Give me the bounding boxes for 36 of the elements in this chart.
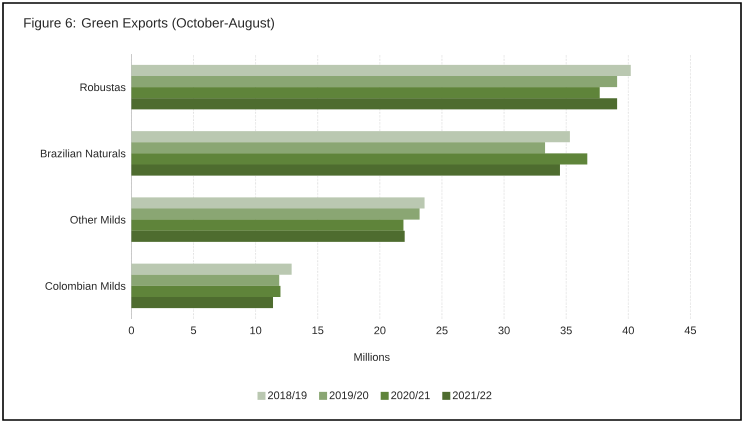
bar	[131, 64, 631, 76]
chart-title: Figure 6: Green Exports (October-August)	[24, 18, 274, 30]
legend-label: 2020/21	[391, 391, 430, 400]
y-tick-label: Robustas	[80, 83, 126, 92]
bar	[131, 153, 588, 165]
x-tick-label: 45	[684, 326, 696, 334]
bar	[131, 264, 292, 275]
bar	[131, 76, 618, 88]
bar	[131, 297, 274, 308]
legend-label: 2019/20	[330, 391, 368, 400]
x-tick-label: 10	[250, 326, 262, 334]
y-tick-label: Colombian Milds	[45, 282, 126, 290]
bar	[131, 142, 546, 154]
x-tick-label: 30	[498, 326, 510, 334]
x-tick-label: 0	[128, 326, 134, 334]
bar	[131, 220, 404, 231]
x-tick-label: 20	[374, 326, 386, 334]
bar	[131, 87, 600, 98]
bar	[131, 164, 560, 176]
bar	[131, 208, 420, 220]
y-tick-label: Brazilian Naturals	[40, 149, 126, 158]
bar	[131, 230, 405, 242]
bar	[131, 131, 570, 142]
legend-label: 2018/19	[268, 391, 307, 400]
bar	[131, 274, 280, 286]
x-axis-title: Millions	[354, 352, 390, 361]
bar	[131, 197, 425, 208]
legend-label: 2021/22	[452, 391, 492, 400]
y-tick-label: Other Milds	[70, 216, 126, 224]
x-tick-label: 35	[560, 326, 572, 334]
bar	[131, 286, 280, 298]
x-tick-label: 40	[622, 326, 634, 334]
x-tick-label: 15	[312, 326, 324, 334]
x-tick-label: 25	[436, 326, 448, 334]
bar	[131, 98, 618, 110]
x-tick-label: 5	[190, 326, 196, 334]
